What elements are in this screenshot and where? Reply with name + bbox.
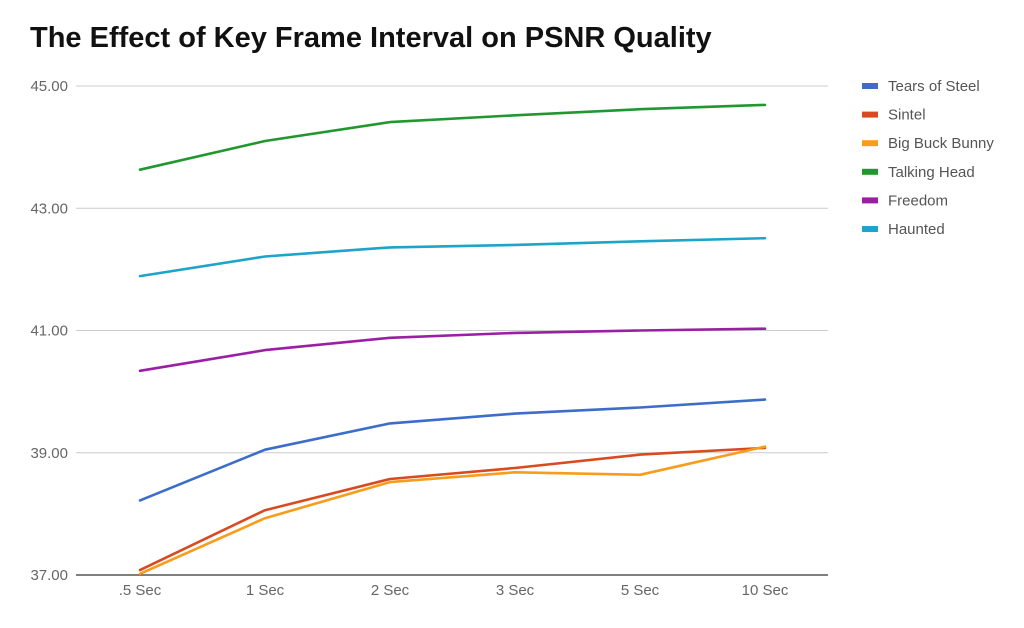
y-tick-label: 45.00 [30,78,68,95]
y-tick-label: 41.00 [30,323,68,340]
legend-swatch-tears-of-steel [862,83,878,89]
series-line-freedom [138,327,767,373]
legend-swatch-freedom [862,197,878,204]
legend-swatch-sintel [862,111,878,118]
legend-label-big-buck-bunny: Big Buck Bunny [888,135,994,152]
legend-swatch-big-buck-bunny [862,140,878,147]
chart-title: The Effect of Key Frame Interval on PSNR… [30,22,712,54]
x-tick-label: 10 Sec [742,582,789,599]
legend-label-haunted: Haunted [888,221,945,238]
legend: Tears of Steel Sintel Big Buck Bunny Talkin… [862,78,994,238]
x-tick-label: 3 Sec [496,582,535,599]
y-axis: 37.00 39.00 41.00 43.00 45.00 [30,78,68,584]
legend-swatch-talking-head [862,168,878,175]
series-line-talking-head [138,103,767,171]
series-line-sintel [138,446,767,572]
x-tick-label: .5 Sec [119,582,162,599]
legend-label-tears-of-steel: Tears of Steel [888,78,980,95]
legend-swatch-haunted [862,226,878,232]
legend-label-freedom: Freedom [888,192,948,209]
y-tick-label: 43.00 [30,200,68,217]
legend-label-talking-head: Talking Head [888,164,975,181]
series-line-tears-of-steel [138,398,767,502]
x-tick-label: 5 Sec [621,582,660,599]
x-tick-label: 1 Sec [246,582,285,599]
series-lines [138,103,767,576]
y-tick-label: 37.00 [30,567,68,584]
x-axis: .5 Sec 1 Sec 2 Sec 3 Sec 5 Sec 10 Sec [119,582,789,599]
legend-label-sintel: Sintel [888,107,926,124]
y-tick-label: 39.00 [30,445,68,462]
series-line-big-buck-bunny [138,445,767,576]
x-tick-label: 2 Sec [371,582,410,599]
series-line-haunted [138,236,767,278]
